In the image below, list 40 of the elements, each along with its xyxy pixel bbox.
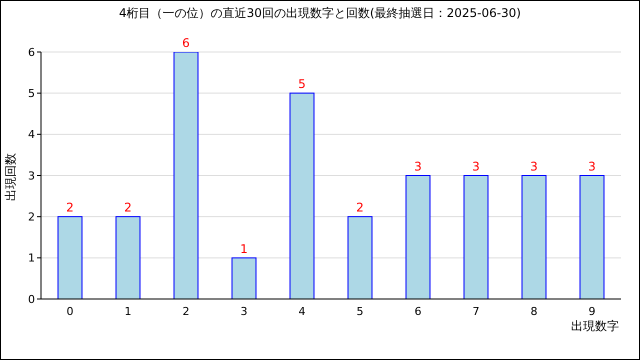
data-label: 3 <box>588 160 596 174</box>
data-label: 3 <box>530 160 538 174</box>
y-tick-label: 1 <box>28 252 35 265</box>
data-label: 2 <box>356 200 364 215</box>
data-label: 3 <box>472 160 480 174</box>
x-tick-label: 6 <box>414 304 422 318</box>
x-tick-label: 0 <box>66 304 74 318</box>
y-axis-title: 出現回数 <box>2 153 18 201</box>
data-label: 5 <box>298 77 306 92</box>
chart-title: 4桁目（一の位）の直近30回の出現数字と回数(最終抽選日：2025-06-30) <box>118 5 522 22</box>
bar <box>174 52 198 299</box>
x-tick-label: 9 <box>588 304 596 318</box>
x-tick-label: 7 <box>472 304 480 318</box>
y-tick-label: 2 <box>28 210 35 224</box>
data-label: 3 <box>414 160 422 174</box>
bar <box>348 216 372 299</box>
x-tick-label: 4 <box>298 304 306 318</box>
y-tick-label: 0 <box>28 292 35 306</box>
bar <box>232 257 256 299</box>
bar <box>58 216 82 299</box>
data-label: 1 <box>240 242 248 256</box>
x-tick-label: 1 <box>124 304 132 318</box>
bar <box>290 92 314 299</box>
bar <box>580 175 604 299</box>
x-tick-label: 5 <box>356 304 364 318</box>
y-tick-label: 4 <box>28 128 35 142</box>
x-axis-title: 出現数字 <box>571 318 619 335</box>
bar <box>464 175 488 299</box>
y-tick-label: 5 <box>28 87 35 100</box>
data-label: 6 <box>182 36 190 50</box>
x-tick-label: 2 <box>182 304 190 318</box>
bar <box>116 216 140 299</box>
bar <box>406 175 430 299</box>
y-tick-label: 6 <box>28 46 35 59</box>
data-label: 2 <box>124 200 132 215</box>
x-tick-label: 8 <box>530 304 538 318</box>
data-label: 2 <box>66 200 74 215</box>
x-tick-label: 3 <box>240 304 248 318</box>
bar <box>522 175 546 299</box>
y-tick-label: 3 <box>28 169 35 182</box>
